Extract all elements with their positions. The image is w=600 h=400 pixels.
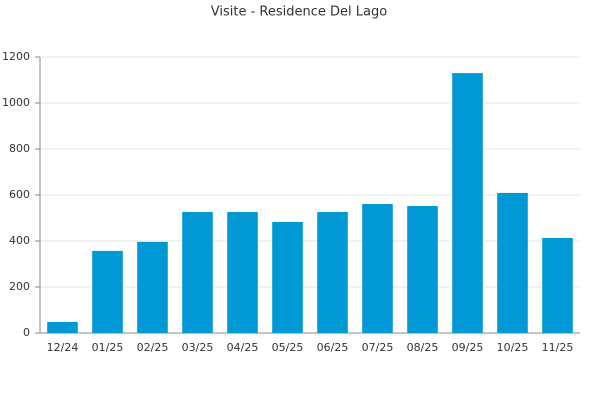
y-tick-label: 200 xyxy=(9,280,30,293)
x-tick-label: 08/25 xyxy=(407,341,439,354)
bar xyxy=(317,212,348,333)
x-tick-label: 12/24 xyxy=(47,341,79,354)
y-tick-label: 1000 xyxy=(2,96,30,109)
bar xyxy=(47,321,78,333)
x-tick-label: 07/25 xyxy=(362,341,394,354)
y-tick-label: 600 xyxy=(9,188,30,201)
bar xyxy=(407,206,438,333)
bar xyxy=(452,73,483,333)
x-tick-label: 04/25 xyxy=(227,341,259,354)
x-tick-label: 05/25 xyxy=(272,341,304,354)
bar xyxy=(137,241,168,333)
x-tick-label: 02/25 xyxy=(137,341,169,354)
y-tick-label: 1200 xyxy=(2,50,30,63)
chart-title: Visite - Residence Del Lago xyxy=(211,5,387,20)
y-tick-label: 400 xyxy=(9,234,30,247)
x-tick-label: 09/25 xyxy=(452,341,484,354)
bar xyxy=(227,212,258,333)
bar xyxy=(272,221,303,333)
bar xyxy=(362,203,393,333)
x-tick-label: 01/25 xyxy=(92,341,124,354)
bar xyxy=(497,192,528,333)
bar xyxy=(542,238,573,333)
bar xyxy=(182,212,213,333)
x-tick-label: 03/25 xyxy=(182,341,214,354)
y-tick-label: 0 xyxy=(23,326,30,339)
x-tick-label: 10/25 xyxy=(497,341,529,354)
x-tick-label: 11/25 xyxy=(542,341,574,354)
bar xyxy=(92,250,123,333)
y-tick-label: 800 xyxy=(9,142,30,155)
x-tick-label: 06/25 xyxy=(317,341,349,354)
